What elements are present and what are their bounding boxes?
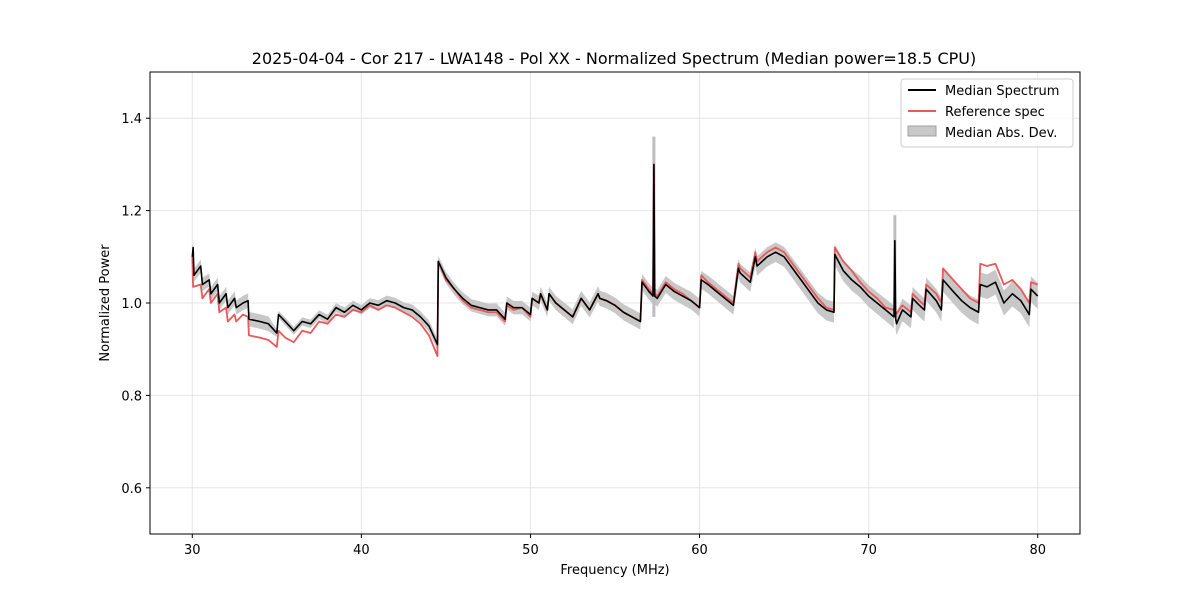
chart-title: 2025-04-04 - Cor 217 - LWA148 - Pol XX -… xyxy=(252,49,976,68)
x-axis-label: Frequency (MHz) xyxy=(560,563,669,578)
x-tick-label: 70 xyxy=(860,543,877,558)
median-spectrum-line xyxy=(191,163,1039,346)
legend-median-label: Median Spectrum xyxy=(945,84,1059,99)
series-layer xyxy=(191,163,1039,358)
legend-reference-label: Reference spec xyxy=(945,105,1045,120)
legend-mad-label: Median Abs. Dev. xyxy=(945,126,1057,141)
legend-box xyxy=(900,78,1074,148)
legend: Median Spectrum Reference spec Median Ab… xyxy=(900,78,1074,148)
y-tick-label: 1.4 xyxy=(121,112,142,127)
mad-band xyxy=(192,156,1038,351)
y-tick-label: 0.6 xyxy=(121,482,142,497)
x-tick-label: 50 xyxy=(522,543,539,558)
y-axis-label: Normalized Power xyxy=(98,244,113,362)
x-tick-label: 40 xyxy=(353,543,370,558)
x-tick-label: 80 xyxy=(1029,543,1046,558)
legend-mad-swatch xyxy=(907,125,937,137)
y-tick-label: 0.8 xyxy=(121,389,142,404)
x-axis-ticks: 30 40 50 60 70 80 xyxy=(184,534,1046,558)
x-tick-label: 30 xyxy=(184,543,201,558)
y-tick-label: 1.2 xyxy=(121,205,142,220)
y-axis-ticks: 0.6 0.8 1.0 1.2 1.4 xyxy=(121,112,150,497)
x-tick-label: 60 xyxy=(691,543,708,558)
y-tick-label: 1.0 xyxy=(121,297,142,312)
